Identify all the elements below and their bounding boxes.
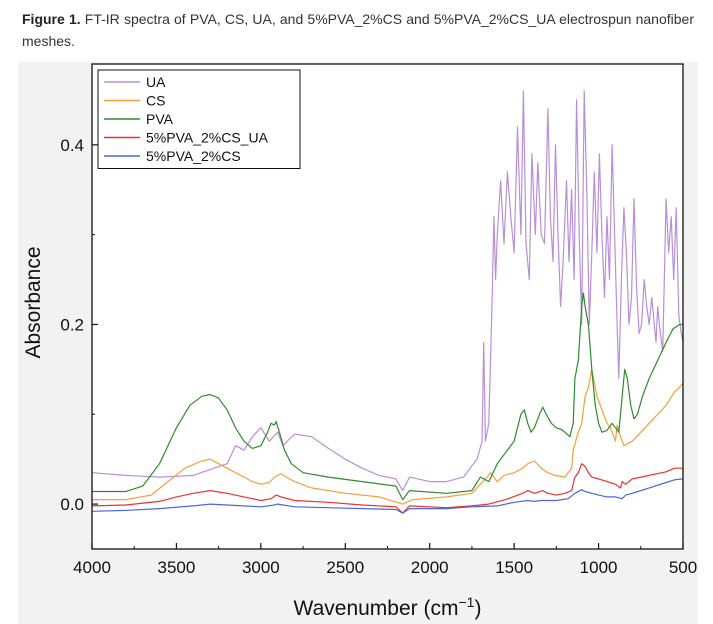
- legend: UA CS PVA 5%PVA_2%CS_UA 5%PVA_2%CS: [97, 69, 301, 169]
- legend-entry-label: 5%PVA_2%CS: [146, 148, 241, 164]
- x-tick-label: 3000: [242, 558, 280, 577]
- figure-label: Figure 1.: [22, 11, 81, 27]
- x-axis-label-suffix: ): [474, 597, 481, 620]
- legend-entry-label: 5%PVA_2%CS_UA: [146, 130, 269, 146]
- y-axis-label: Absorbance: [22, 246, 45, 358]
- x-tick-label: 500: [669, 558, 697, 577]
- y-tick-label: 0.0: [60, 495, 84, 514]
- x-tick-label: 1000: [580, 558, 618, 577]
- series-line-cs: [92, 368, 684, 505]
- x-tick-label: 1500: [495, 558, 533, 577]
- series-line-pva: [92, 292, 683, 501]
- figure-caption: Figure 1. FT-IR spectra of PVA, CS, UA, …: [22, 8, 694, 52]
- x-tick-label: 4000: [73, 558, 111, 577]
- legend-entry-label: PVA: [146, 111, 174, 127]
- x-tick-label: 2000: [411, 558, 449, 577]
- x-tick-label: 2500: [326, 558, 364, 577]
- x-tick-label: 3500: [158, 558, 196, 577]
- series-line-ua: [91, 90, 684, 492]
- y-tick-label: 0.4: [60, 136, 84, 155]
- figure-caption-text: FT-IR spectra of PVA, CS, UA, and 5%PVA_…: [22, 11, 694, 49]
- series-group: [91, 90, 684, 514]
- series-line-5-pva-2-cs-ua: [91, 463, 683, 514]
- legend-entry-label: CS: [146, 93, 165, 109]
- series-line-5-pva-2-cs: [91, 478, 684, 514]
- axes-group: 4000 3500 3000 2500 2000 1500 1000 500 0.0 0.2 0.4: [60, 63, 697, 577]
- y-tick-label: 0.2: [60, 315, 84, 334]
- x-axis-label-main: Wavenumber (cm: [294, 597, 459, 620]
- x-axis-label-unit-exponent: −1: [458, 594, 474, 610]
- x-axis-label: Wavenumber (cm−1): [294, 594, 482, 620]
- legend-entry-label: UA: [146, 74, 166, 90]
